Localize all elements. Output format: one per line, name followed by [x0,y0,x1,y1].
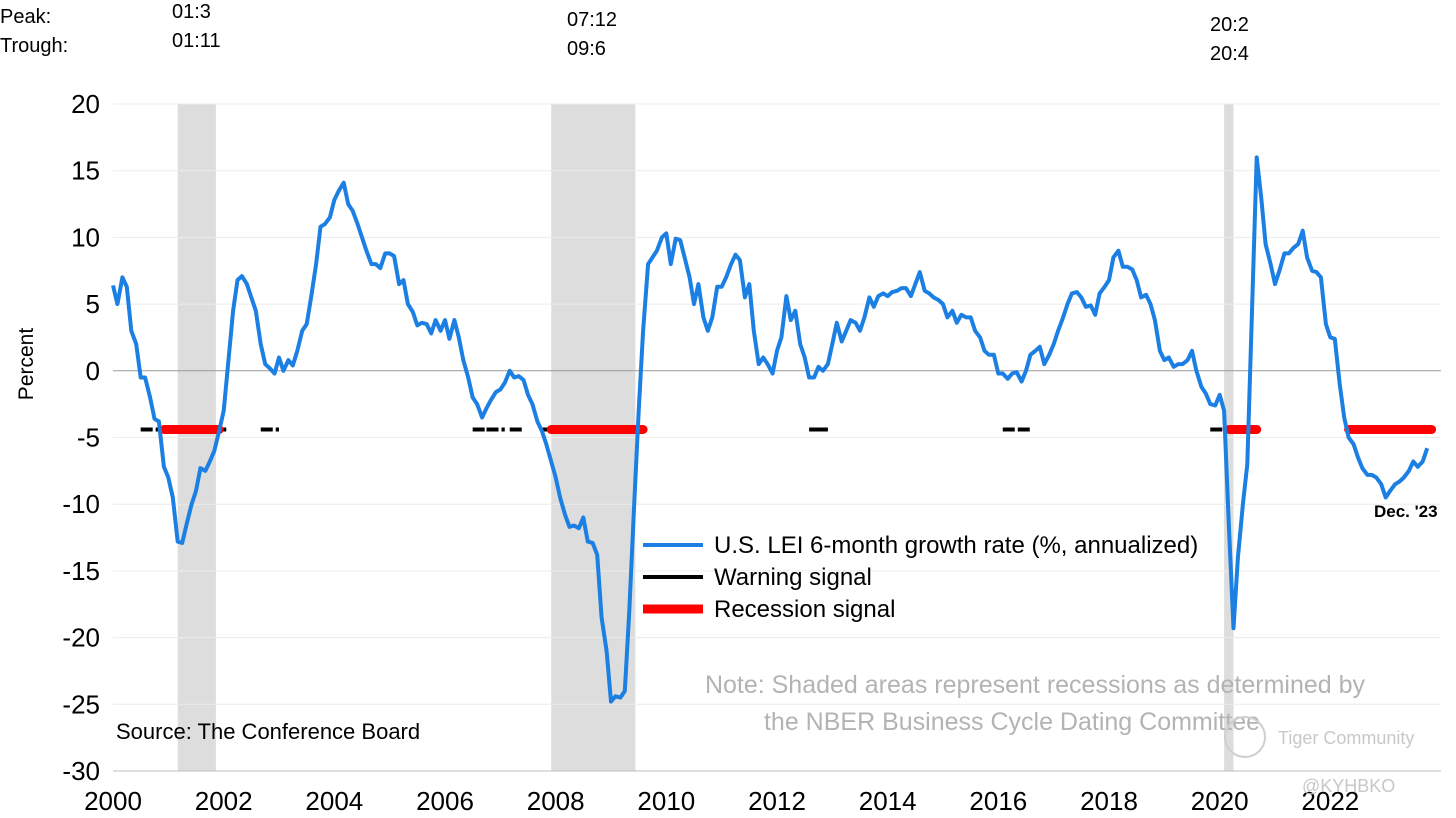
y-tick-label: -20 [62,623,100,653]
x-tick-label: 2014 [859,786,917,816]
x-tick-label: 2010 [637,786,695,816]
recession-2-peak: 07:12 [567,9,618,31]
recession-2-trough: 09:6 [567,38,606,60]
x-tick-label: 2012 [748,786,806,816]
x-tick-label: 2002 [195,786,253,816]
source-label: Source: The Conference Board [116,719,420,744]
x-tick-label: 2018 [1080,786,1138,816]
recession-1-peak: 01:3 [172,1,211,23]
last-value-label: Dec. '23 [1374,502,1438,521]
legend: U.S. LEI 6-month growth rate (%, annuali… [643,532,1198,623]
x-tick-label: 2000 [84,786,142,816]
note-line-2: the NBER Business Cycle Dating Committee [764,708,1260,736]
legend-label-lei: U.S. LEI 6-month growth rate (%, annuali… [714,532,1198,559]
y-tick-label: 15 [71,156,100,186]
recession-1-trough: 01:11 [172,30,221,52]
watermark-handle: @KYHBKO [1302,776,1395,796]
x-tick-label: 2022 [1301,786,1359,816]
peak-row-label: Peak: [0,6,52,28]
recession-3-trough: 20:4 [1210,43,1249,65]
y-tick-label: -25 [62,689,100,719]
y-tick-label: -15 [62,556,100,586]
x-axis-ticks: 2000 2002 2004 2006 2008 2010 2012 2014 2016 2018… [84,770,1441,816]
y-tick-label: -30 [62,756,100,786]
y-tick-label: 20 [71,89,100,119]
x-tick-label: 2016 [969,786,1027,816]
y-tick-label: -5 [77,423,100,453]
x-tick-label: 2020 [1191,786,1249,816]
y-axis-label: Percent [15,328,38,401]
legend-label-recession: Recession signal [714,596,895,623]
y-tick-label: 0 [86,356,100,386]
tiger-logo-icon [1224,716,1266,758]
recession-3-peak: 20:2 [1210,14,1249,36]
lei-growth-line [111,155,1430,704]
y-axis-ticks: 20 15 10 5 0 -5 -10 -15 -20 -25 -30 [62,89,100,786]
x-tick-label: 2006 [416,786,474,816]
watermark: Tiger Community @KYHBKO [1224,716,1414,796]
x-tick-label: 2008 [527,786,585,816]
y-tick-label: 10 [71,222,100,252]
y-tick-label: -10 [62,489,100,519]
note-line-1: Note: Shaded areas represent recessions … [705,671,1366,699]
y-tick-label: 5 [86,289,100,319]
trough-row-label: Trough: [0,35,69,57]
watermark-brand: Tiger Community [1278,728,1414,748]
legend-label-warning: Warning signal [714,564,872,591]
x-tick-label: 2004 [305,786,363,816]
